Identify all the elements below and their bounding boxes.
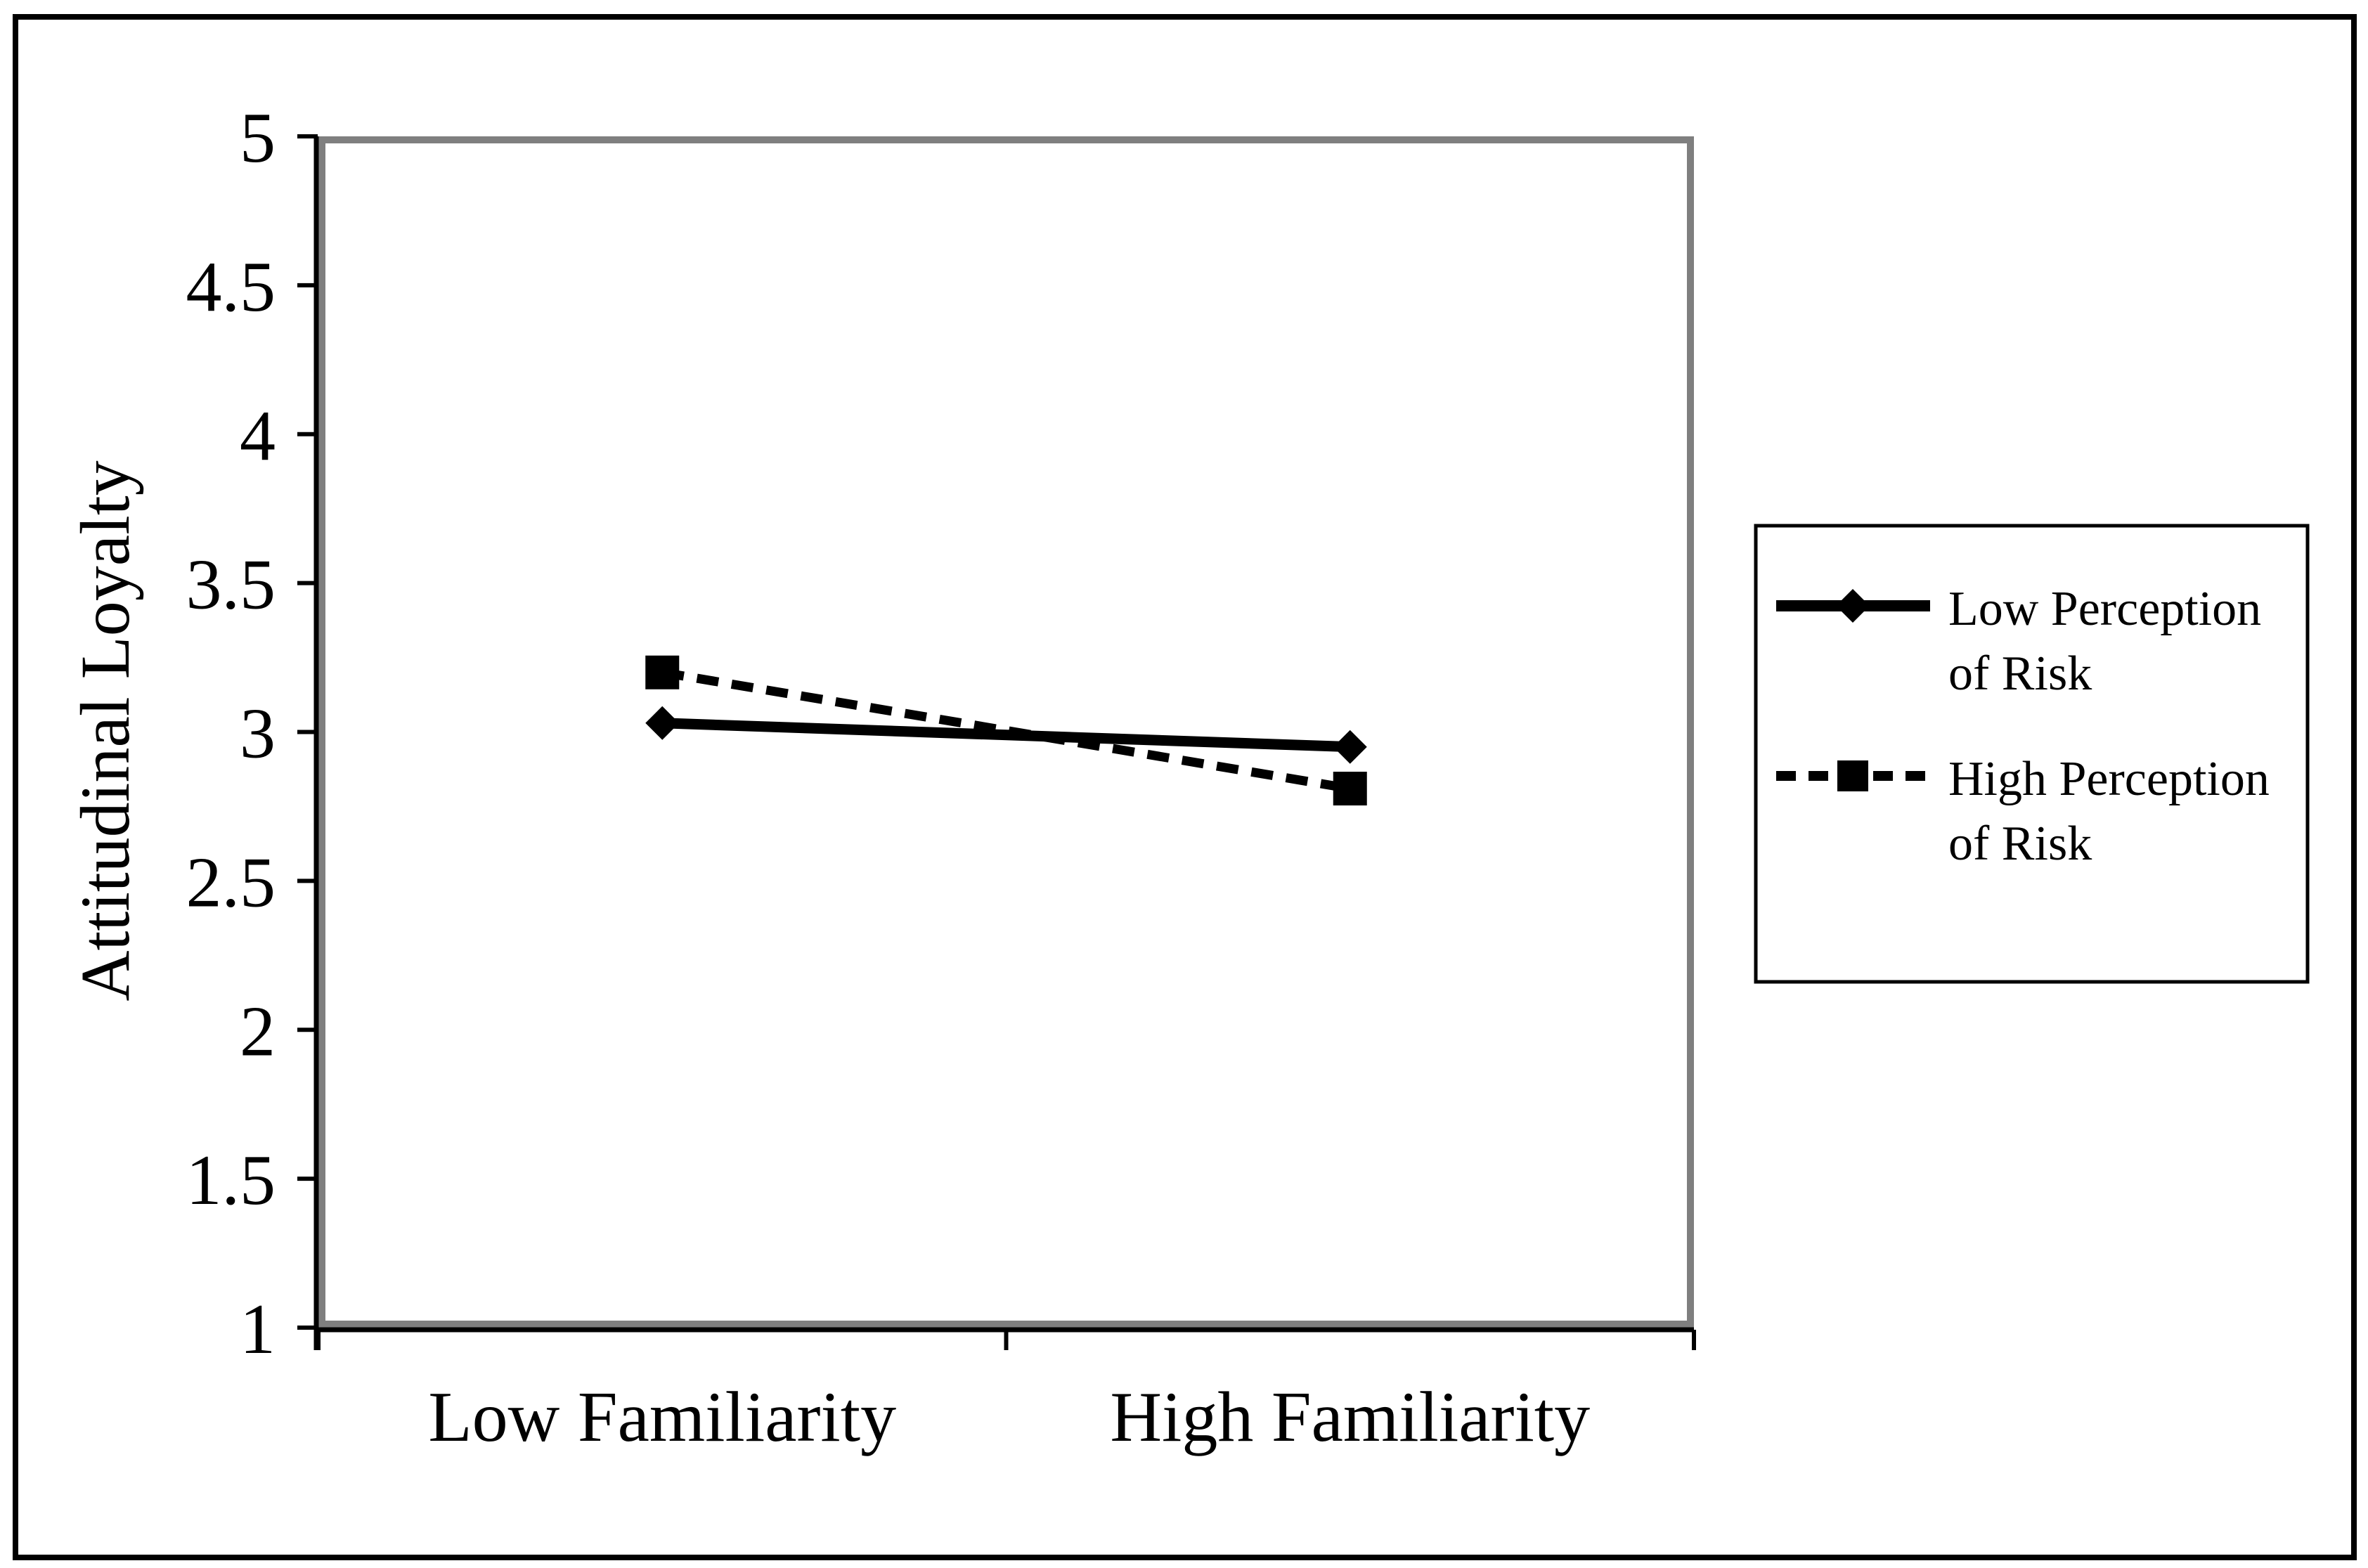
- y-tick-label: 1.5: [186, 1141, 276, 1220]
- marker-square-high-perception-of-risk: [1333, 772, 1367, 806]
- y-axis-title: Attitudinal Loyalty: [66, 460, 144, 1001]
- y-tick-label: 4.5: [186, 247, 276, 327]
- plot-border-shadow: [318, 136, 1694, 1328]
- plot-area: [313, 136, 1694, 1350]
- legend: Low Perception of Risk High Perception of R…: [1754, 524, 2310, 984]
- legend-marker-diamond: [1836, 589, 1870, 623]
- marker-diamond-low-perception-of-risk: [645, 706, 680, 740]
- x-category-label: High Familiarity: [1110, 1378, 1590, 1457]
- y-axis: 5 4.5 4 3.5 3 2.5 2 1.5 1: [186, 98, 318, 1369]
- x-axis: Low Familiarity High Familiarity: [316, 1330, 1696, 1457]
- legend-label-line: Low Perception: [1948, 582, 2261, 636]
- y-tick-label: 2.5: [186, 843, 276, 922]
- y-tick-label: 2: [240, 992, 276, 1071]
- legend-label-line: High Perception: [1948, 752, 2270, 806]
- figure-border: [13, 14, 2357, 1560]
- y-tick-label: 5: [240, 98, 276, 178]
- marker-square-high-perception-of-risk: [645, 655, 680, 689]
- series-line-high-perception-of-risk: [661, 668, 1351, 793]
- y-tick-label: 4: [240, 396, 276, 476]
- legend-label-line: of Risk: [1948, 817, 2092, 871]
- series-group: [645, 655, 1367, 806]
- y-tick-label: 3: [240, 694, 276, 774]
- legend-marker-square: [1837, 760, 1868, 791]
- legend-label-line: of Risk: [1948, 647, 2092, 701]
- marker-diamond-low-perception-of-risk: [1333, 730, 1367, 764]
- x-category-label: Low Familiarity: [428, 1378, 896, 1457]
- series-line-low-perception-of-risk: [661, 718, 1351, 753]
- y-tick-label: 1: [240, 1290, 276, 1369]
- y-tick-label: 3.5: [186, 545, 276, 625]
